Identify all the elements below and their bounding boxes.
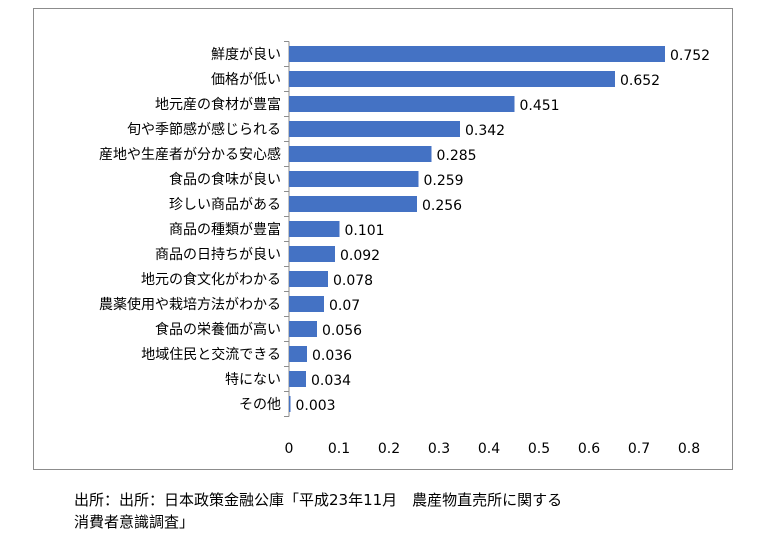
category-label: 産地や生産者が分かる安心感 [99, 146, 281, 163]
bar-chart: 鮮度が良い 0.752 価格が低い 0.652 地元産の食材が豊富 0.451 旬や季節感が… [99, 41, 710, 457]
data-label: 0.078 [333, 273, 373, 289]
category-label: 地元産の食材が豊富 [155, 96, 281, 113]
source-note: 出所：出所：日本政策金融公庫「平成23年11月 農産物直売所に関する 消費者意識… [74, 489, 694, 533]
category-label: 食品の栄養価が高い [155, 321, 281, 338]
data-label: 0.451 [520, 98, 560, 114]
data-label: 0.752 [670, 48, 710, 64]
chart-frame [33, 8, 733, 470]
category-label: 旬や季節感が感じられる [127, 121, 281, 138]
data-label: 0.003 [296, 398, 336, 414]
bar [289, 321, 317, 337]
bar [289, 96, 515, 112]
data-label: 0.092 [340, 248, 380, 264]
data-label: 0.259 [424, 173, 464, 189]
bar [289, 246, 335, 262]
bar [289, 296, 324, 312]
category-label: 地域住民と交流できる [141, 346, 281, 363]
bar [289, 46, 665, 62]
category-label: 価格が低い [211, 72, 281, 88]
category-label: 鮮度が良い [211, 47, 281, 63]
bar [289, 271, 328, 287]
source-line-2: 消費者意識調査」 [74, 513, 195, 531]
x-tick-label: 0.7 [628, 441, 650, 457]
data-label: 0.036 [312, 348, 352, 364]
category-label: 商品の種類が豊富 [169, 221, 281, 238]
category-label: その他 [239, 397, 281, 413]
data-label: 0.342 [465, 123, 505, 139]
category-label: 商品の日持ちが良い [155, 247, 281, 263]
x-tick-label: 0.4 [478, 441, 500, 457]
source-line-1: 出所：出所：日本政策金融公庫「平成23年11月 農産物直売所に関する [74, 491, 563, 509]
x-tick-label: 0.8 [678, 441, 700, 457]
bar [289, 146, 432, 162]
bar [289, 221, 340, 237]
x-tick-label: 0 [285, 441, 294, 457]
x-tick-label: 0.2 [378, 441, 400, 457]
data-label: 0.07 [329, 298, 360, 314]
category-label: 農薬使用や栽培方法がわかる [99, 296, 281, 313]
x-tick-label: 0.5 [528, 441, 550, 457]
bar [289, 371, 306, 387]
category-label: 珍しい商品がある [169, 197, 281, 213]
category-label: 特にない [225, 372, 281, 388]
x-tick-label: 0.1 [328, 441, 350, 457]
data-label: 0.101 [345, 223, 385, 239]
bar [289, 121, 460, 137]
data-label: 0.056 [322, 323, 362, 339]
bar [289, 71, 615, 87]
data-label: 0.652 [620, 73, 660, 89]
data-label: 0.285 [437, 148, 477, 164]
category-label: 地元の食文化がわかる [141, 271, 281, 288]
category-label: 食品の食味が良い [169, 171, 281, 188]
bar [289, 171, 419, 187]
bar [289, 346, 307, 362]
bar [289, 196, 417, 212]
x-tick-label: 0.6 [578, 441, 600, 457]
bar [289, 396, 291, 412]
x-tick-label: 0.3 [428, 441, 450, 457]
data-label: 0.034 [311, 373, 351, 389]
data-label: 0.256 [422, 198, 462, 214]
